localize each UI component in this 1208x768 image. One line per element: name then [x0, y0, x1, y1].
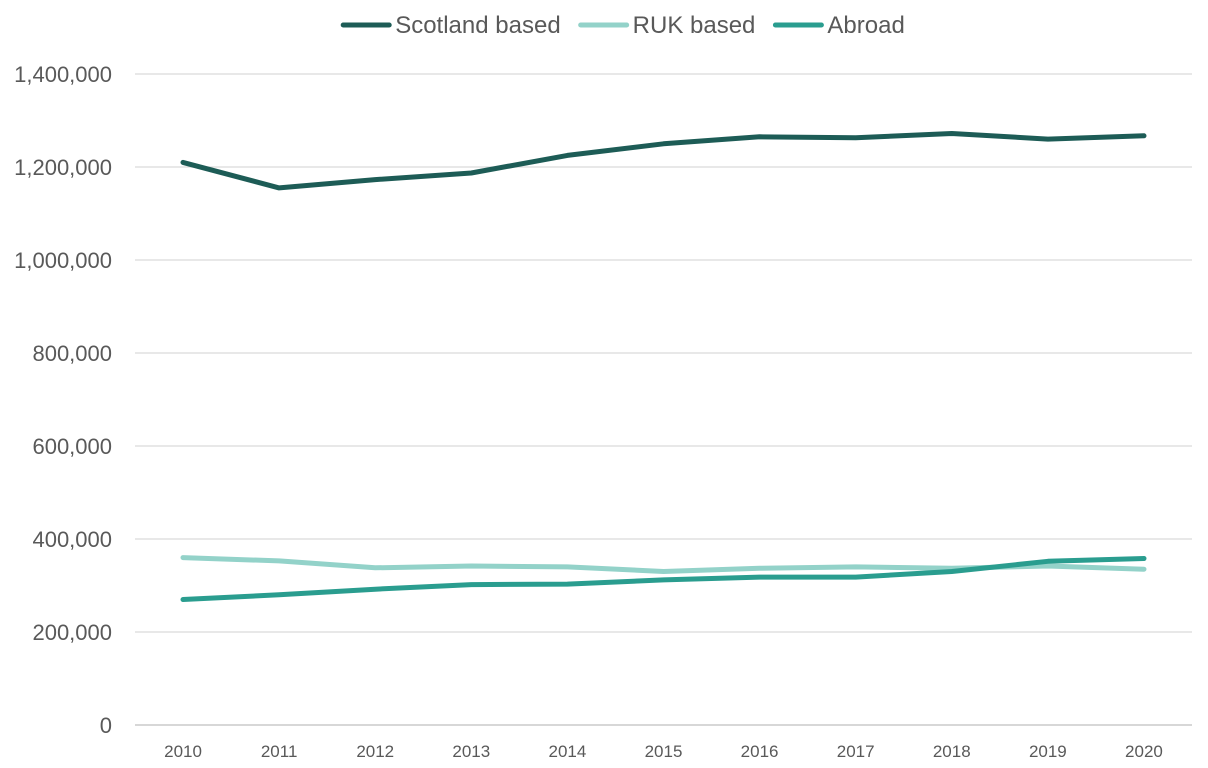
- x-axis-tick-labels: 2010 2011 2012 2013 2014 2015 2016 2017 2018 2019…: [164, 742, 1163, 761]
- series-line-abroad: [180, 556, 1147, 602]
- x-tick-label: 2011: [261, 742, 298, 761]
- legend-label-abroad: Abroad: [827, 12, 904, 39]
- x-tick-label: 2019: [1029, 742, 1067, 761]
- x-tick-label: 2016: [741, 742, 779, 761]
- x-tick-label: 2015: [645, 742, 683, 761]
- x-tick-label: 2017: [837, 742, 875, 761]
- gridlines: [135, 73, 1192, 726]
- legend-label-scotland-based: Scotland based: [395, 12, 560, 39]
- y-tick-label: 1,000,000: [14, 248, 112, 273]
- x-tick-label: 2014: [548, 742, 586, 761]
- legend-label-ruk-based: RUK based: [633, 12, 756, 39]
- series-lines: [180, 131, 1147, 602]
- x-tick-label: 2013: [452, 742, 490, 761]
- legend: Scotland based RUK based Abroad: [340, 12, 905, 39]
- series-line-scotland-based: [180, 131, 1147, 191]
- y-tick-label: 1,200,000: [14, 155, 112, 180]
- y-tick-label: 200,000: [32, 620, 112, 645]
- y-tick-label: 800,000: [32, 341, 112, 366]
- x-tick-label: 2020: [1125, 742, 1163, 761]
- y-axis-tick-labels: 0 200,000 400,000 600,000 800,000 1,000,000 1,…: [14, 62, 112, 738]
- y-tick-label: 1,400,000: [14, 62, 112, 87]
- x-tick-label: 2010: [164, 742, 202, 761]
- y-tick-label: 600,000: [32, 434, 112, 459]
- x-tick-label: 2018: [933, 742, 971, 761]
- y-tick-label: 400,000: [32, 527, 112, 552]
- y-tick-label: 0: [100, 713, 112, 738]
- x-tick-label: 2012: [356, 742, 394, 761]
